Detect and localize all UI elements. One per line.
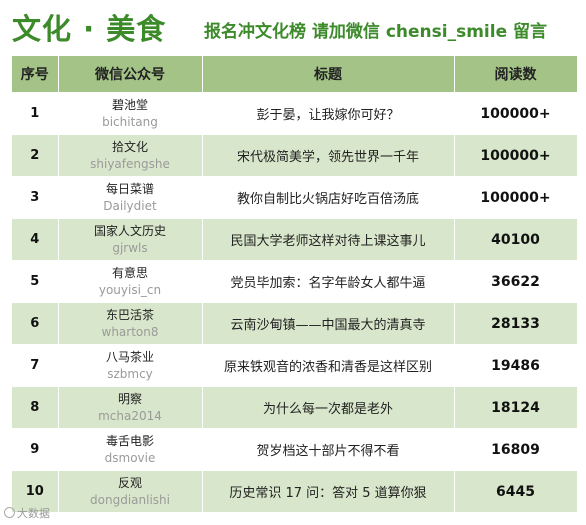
article-title: 宋代极简美学，领先世界一千年 <box>202 134 455 177</box>
table-row: 7 八马茶业 szbmcy 原来铁观音的浓香和清香是这样区别 19486 <box>12 344 578 387</box>
account-cell: 反观 dongdianlishi <box>58 470 203 512</box>
table-row: 4 国家人文历史 gjrwls 民国大学老师这样对待上课这事儿 40100 <box>12 218 578 261</box>
account-id: dsmovie <box>104 450 156 465</box>
row-number: 6 <box>12 302 59 345</box>
account-cell: 明察 mcha2014 <box>58 386 203 429</box>
read-count: 18124 <box>454 386 578 429</box>
article-title: 历史常识 17 问：答对 5 道算你狠 <box>202 470 455 512</box>
account-name: 有意思 <box>111 265 148 280</box>
article-title: 党员毕加索：名字年龄女人都牛逼 <box>202 260 455 303</box>
account-cell: 拾文化 shiyafengshe <box>58 134 203 177</box>
watermark-text: 大数据 <box>17 507 50 520</box>
article-title: 民国大学老师这样对待上课这事儿 <box>202 218 455 261</box>
account-id: bichitang <box>102 114 158 129</box>
account-id: youyisi_cn <box>98 282 162 297</box>
row-number: 10 <box>12 470 59 512</box>
table-row: 8 明察 mcha2014 为什么每一次都是老外 18124 <box>12 386 578 429</box>
row-number: 1 <box>12 92 59 135</box>
account-id: szbmcy <box>107 366 153 381</box>
watermark-icon <box>4 507 15 518</box>
ranking-table: 序号 微信公众号 标题 阅读数 1 碧池堂 bichitang 彭于晏，让我嫁你可好？… <box>12 56 578 512</box>
account-cell: 国家人文历史 gjrwls <box>58 218 203 261</box>
read-count: 36622 <box>454 260 578 303</box>
page-title: 文化 · 美食 <box>12 12 167 46</box>
table-header-row: 序号 微信公众号 标题 阅读数 <box>12 56 578 93</box>
article-title: 贺岁档这十部片不得不看 <box>202 428 455 471</box>
table-row: 9 毒舌电影 dsmovie 贺岁档这十部片不得不看 16809 <box>12 428 578 471</box>
page-subtitle: 报名冲文化榜 请加微信 chensi_smile 留言 <box>204 22 548 42</box>
read-count: 16809 <box>454 428 578 471</box>
table-row: 6 东巴活茶 wharton8 云南沙甸镇——中国最大的清真寺 28133 <box>12 302 578 345</box>
article-title: 为什么每一次都是老外 <box>202 386 455 429</box>
watermark: 大数据 <box>4 505 50 521</box>
read-count: 40100 <box>454 218 578 261</box>
read-count: 28133 <box>454 302 578 345</box>
account-name: 碧池堂 <box>111 97 148 112</box>
column-header-title: 标题 <box>202 56 455 93</box>
table-row: 2 拾文化 shiyafengshe 宋代极简美学，领先世界一千年 100000+ <box>12 134 578 177</box>
account-name: 国家人文历史 <box>93 223 166 238</box>
account-name: 拾文化 <box>111 139 148 154</box>
article-title: 原来铁观音的浓香和清香是这样区别 <box>202 344 455 387</box>
row-number: 2 <box>12 134 59 177</box>
row-number: 9 <box>12 428 59 471</box>
read-count: 100000+ <box>454 176 578 219</box>
account-name: 毒舌电影 <box>105 433 154 448</box>
account-id: Dailydiet <box>103 198 157 213</box>
account-cell: 碧池堂 bichitang <box>58 92 203 135</box>
table-row: 5 有意思 youyisi_cn 党员毕加索：名字年龄女人都牛逼 36622 <box>12 260 578 303</box>
account-cell: 有意思 youyisi_cn <box>58 260 203 303</box>
account-name: 每日菜谱 <box>105 181 154 196</box>
account-cell: 每日菜谱 Dailydiet <box>58 176 203 219</box>
column-header-no: 序号 <box>12 56 59 93</box>
page-header: 文化 · 美食 报名冲文化榜 请加微信 chensi_smile 留言 <box>0 0 586 56</box>
account-cell: 毒舌电影 dsmovie <box>58 428 203 471</box>
account-name: 明察 <box>117 391 142 406</box>
row-number: 7 <box>12 344 59 387</box>
account-cell: 八马茶业 szbmcy <box>58 344 203 387</box>
read-count: 19486 <box>454 344 578 387</box>
row-number: 3 <box>12 176 59 219</box>
read-count: 6445 <box>454 470 578 512</box>
column-header-reads: 阅读数 <box>454 56 578 93</box>
row-number: 8 <box>12 386 59 429</box>
account-id: mcha2014 <box>98 408 162 423</box>
article-title: 教你自制比火锅店好吃百倍汤底 <box>202 176 455 219</box>
table-row: 10 反观 dongdianlishi 历史常识 17 问：答对 5 道算你狠 6445 <box>12 470 578 512</box>
account-id: wharton8 <box>101 324 159 339</box>
table-row: 1 碧池堂 bichitang 彭于晏，让我嫁你可好？ 100000+ <box>12 92 578 135</box>
read-count: 100000+ <box>454 134 578 177</box>
row-number: 4 <box>12 218 59 261</box>
account-id: dongdianlishi <box>90 492 170 507</box>
column-header-account: 微信公众号 <box>58 56 203 93</box>
read-count: 100000+ <box>454 92 578 135</box>
article-title: 云南沙甸镇——中国最大的清真寺 <box>202 302 455 345</box>
account-cell: 东巴活茶 wharton8 <box>58 302 203 345</box>
account-name: 反观 <box>117 475 142 490</box>
account-name: 八马茶业 <box>105 349 154 364</box>
article-title: 彭于晏，让我嫁你可好？ <box>202 92 455 135</box>
account-id: shiyafengshe <box>90 156 170 171</box>
account-id: gjrwls <box>112 240 148 255</box>
table-row: 3 每日菜谱 Dailydiet 教你自制比火锅店好吃百倍汤底 100000+ <box>12 176 578 219</box>
account-name: 东巴活茶 <box>105 307 154 322</box>
row-number: 5 <box>12 260 59 303</box>
